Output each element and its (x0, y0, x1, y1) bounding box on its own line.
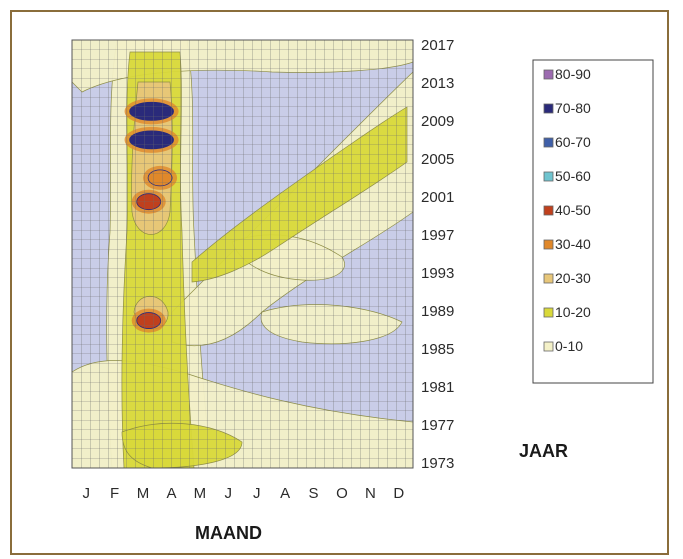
legend-label: 0-10 (555, 338, 583, 354)
y-tick-label: 1973 (421, 455, 454, 472)
x-tick-label: J (225, 485, 233, 502)
heatmap-chart: 2017 2013 2009 2005 2001 1997 1993 1989 1985 1981… (71, 37, 654, 543)
x-tick-label: M (137, 485, 150, 502)
y-tick-label: 1985 (421, 341, 454, 358)
legend-label: 80-90 (555, 66, 591, 82)
x-tick-label: A (280, 485, 290, 502)
y-tick-label: 1989 (421, 303, 454, 320)
plot-area (71, 39, 414, 469)
legend-swatch (543, 103, 554, 114)
x-tick-label: S (309, 485, 319, 502)
legend: 80-90 70-80 60-70 50-60 40-50 30-40 20-30 10-20… (532, 59, 654, 384)
x-tick-label: D (393, 485, 404, 502)
y-tick-label: 2017 (421, 37, 454, 54)
y-axis-ticks: 2017 2013 2009 2005 2001 1997 1993 1989 1985 1981… (421, 37, 454, 472)
legend-swatch (543, 341, 554, 352)
legend-swatch (543, 307, 554, 318)
legend-label: 60-70 (555, 134, 591, 150)
y-tick-label: 2005 (421, 151, 454, 168)
y-tick-label: 1997 (421, 227, 454, 244)
x-tick-label: N (365, 485, 376, 502)
y-tick-label: 1977 (421, 417, 454, 434)
x-tick-label: A (166, 485, 176, 502)
grid-lines (72, 40, 413, 468)
legend-label: 30-40 (555, 236, 591, 252)
legend-swatch (543, 205, 554, 216)
plot-border (71, 39, 414, 469)
legend-swatch (543, 239, 554, 250)
x-tick-label: O (336, 485, 348, 502)
x-axis-title: MAAND (195, 523, 262, 543)
legend-label: 40-50 (555, 202, 591, 218)
chart-frame: 2017 2013 2009 2005 2001 1997 1993 1989 1985 1981… (10, 10, 669, 555)
x-tick-label: F (110, 485, 119, 502)
y-tick-label: 2001 (421, 189, 454, 206)
x-tick-label: J (253, 485, 260, 502)
y-axis-title: JAAR (519, 441, 568, 461)
legend-swatch (543, 69, 554, 80)
legend-label: 20-30 (555, 270, 591, 286)
legend-swatch (543, 137, 554, 148)
x-tick-label: M (194, 485, 207, 502)
x-tick-label: J (82, 485, 90, 502)
legend-label: 70-80 (555, 100, 591, 116)
legend-box (532, 59, 654, 384)
legend-swatch (543, 273, 554, 284)
legend-swatch (543, 171, 554, 182)
y-tick-label: 1981 (421, 379, 454, 396)
legend-label: 50-60 (555, 168, 591, 184)
y-tick-label: 2009 (421, 113, 454, 130)
legend-label: 10-20 (555, 304, 591, 320)
y-tick-label: 2013 (421, 75, 454, 92)
y-tick-label: 1993 (421, 265, 454, 282)
